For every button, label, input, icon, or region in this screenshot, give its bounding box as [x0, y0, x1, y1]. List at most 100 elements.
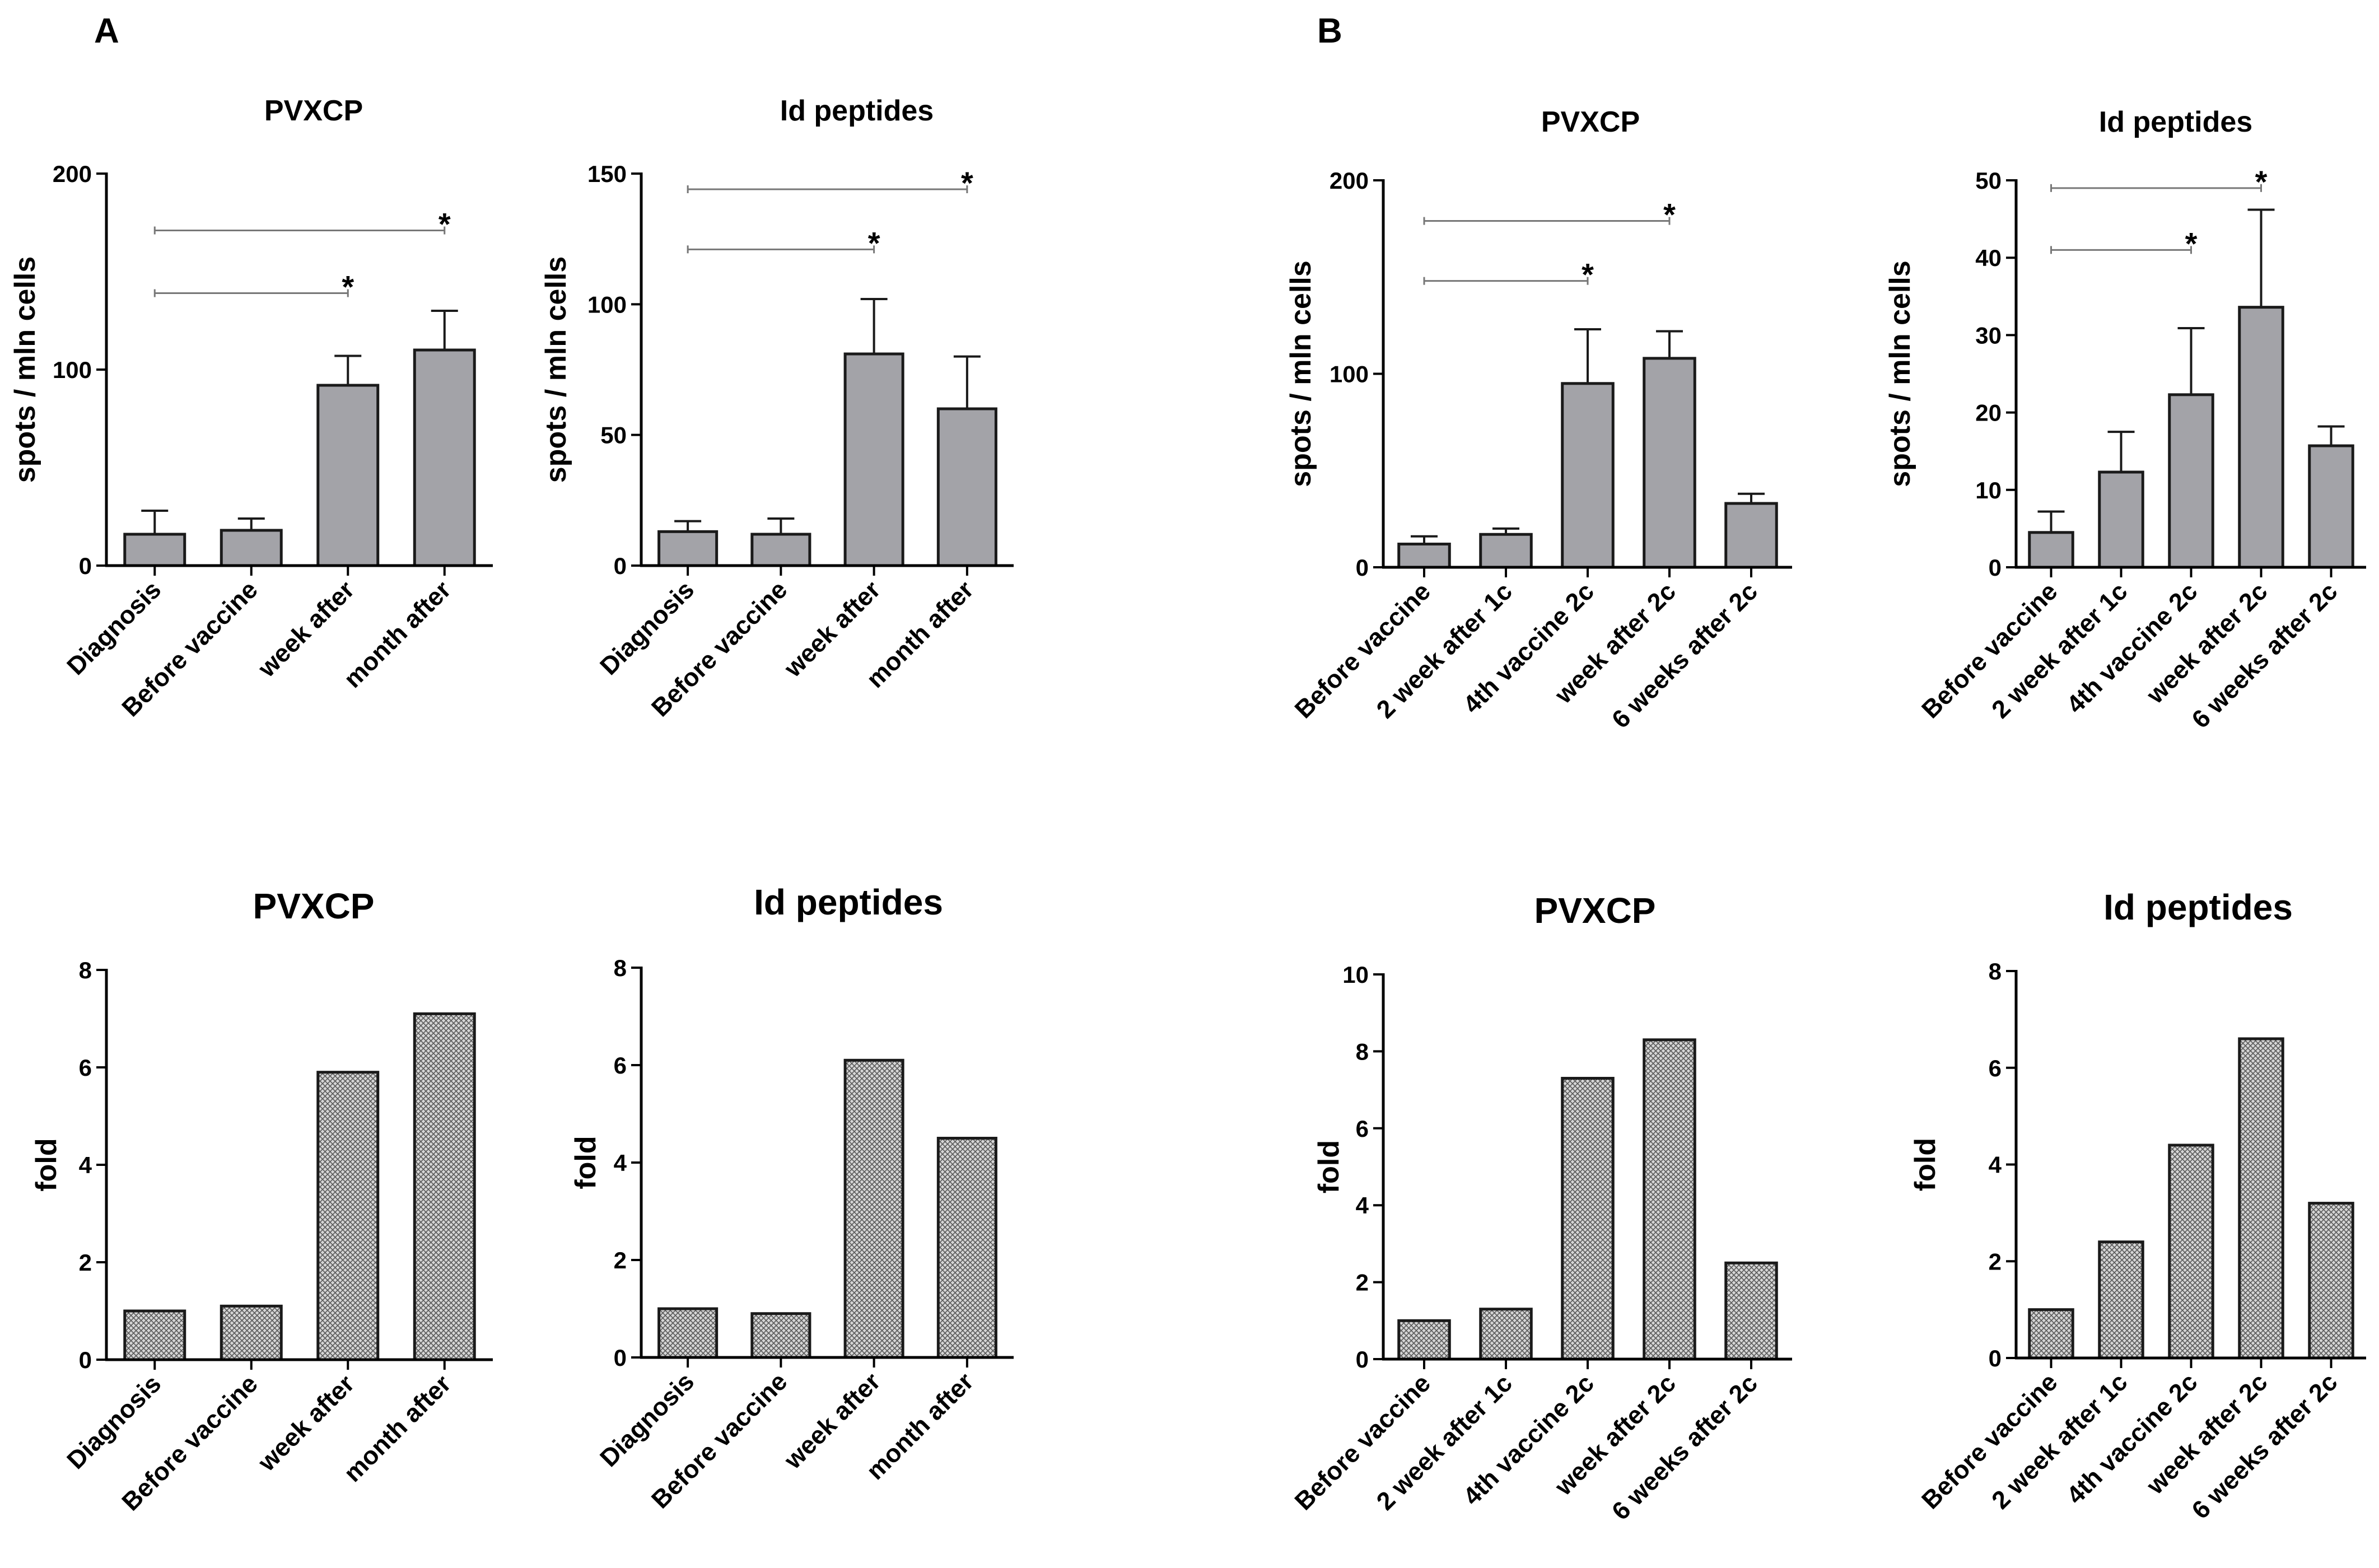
- y-tick-label: 6: [1356, 1116, 1369, 1142]
- chart-title: Id peptides: [754, 882, 943, 922]
- significance-star: *: [1663, 197, 1676, 232]
- bar: [413, 348, 476, 567]
- bar: [2098, 470, 2144, 569]
- significance-star: *: [2255, 164, 2268, 199]
- y-tick-label: 150: [587, 161, 627, 187]
- bar: [2308, 444, 2354, 569]
- y-axis-label: spots / mln cells: [540, 256, 572, 483]
- significance-star: *: [439, 207, 451, 242]
- significance-star: *: [868, 225, 880, 260]
- bar: [1643, 1038, 1696, 1361]
- x-tick-label: week after 2c: [2140, 1368, 2273, 1500]
- x-tick-label: 6 weeks after 2c: [1606, 577, 1763, 734]
- y-tick-label: 8: [1989, 958, 2002, 984]
- bar: [657, 530, 719, 567]
- y-tick-label: 200: [1330, 167, 1369, 194]
- bar: [2238, 1037, 2284, 1360]
- y-tick-label: 8: [79, 957, 92, 983]
- y-tick-label: 4: [614, 1150, 627, 1176]
- chart-b2: Id peptides spots / mln cells * * 0 10 20 30 40 5…: [1884, 106, 2366, 734]
- y-tick-label: 10: [1342, 962, 1369, 988]
- y-tick-label: 4: [79, 1152, 92, 1178]
- bar: [1724, 502, 1778, 569]
- bar: [2028, 531, 2074, 569]
- y-tick-label: 0: [614, 1345, 627, 1371]
- chart-title: PVXCP: [1534, 890, 1656, 931]
- bar: [936, 1137, 997, 1359]
- y-axis-label: spots / mln cells: [9, 256, 41, 483]
- y-tick-label: 6: [614, 1052, 627, 1079]
- y-tick-label: 4: [1989, 1152, 2002, 1178]
- y-tick-label: 4: [1356, 1192, 1369, 1219]
- bar: [1561, 1076, 1615, 1361]
- x-tick-label: Before vaccine: [1289, 1369, 1436, 1515]
- chart-b1: PVXCP spots / mln cells * * 0 100 200 Before va…: [1285, 106, 1792, 734]
- y-tick-label: 20: [1975, 400, 2002, 426]
- x-tick-label: week after: [252, 1369, 360, 1477]
- bar: [843, 352, 904, 567]
- y-tick-label: 8: [1356, 1038, 1369, 1065]
- bar: [1724, 1261, 1778, 1361]
- bar: [936, 407, 997, 567]
- x-tick-label: 2 week after 1c: [1371, 577, 1518, 724]
- bar: [1397, 543, 1451, 569]
- y-tick-label: 100: [587, 291, 627, 318]
- chart-title: Id peptides: [2099, 106, 2252, 138]
- y-tick-label: 0: [1989, 554, 2002, 581]
- bar: [750, 533, 811, 567]
- bar: [2308, 1202, 2354, 1360]
- y-tick-label: 2: [79, 1249, 92, 1276]
- chart-a1: PVXCP spots / mln cells * * 0 100 200 Diagnosis…: [9, 95, 493, 722]
- bar: [2028, 1308, 2074, 1360]
- chart-title: PVXCP: [1541, 106, 1640, 138]
- y-tick-label: 0: [1356, 1346, 1369, 1373]
- bar: [2168, 393, 2214, 569]
- bar: [123, 1309, 186, 1361]
- x-tick-label: Before vaccine: [1289, 577, 1436, 724]
- y-axis-label: spots / mln cells: [1285, 260, 1317, 487]
- bar: [413, 1012, 476, 1361]
- y-tick-label: 100: [1330, 361, 1369, 388]
- y-tick-label: 0: [1989, 1345, 2002, 1371]
- significance-star: *: [342, 269, 354, 305]
- bar: [657, 1307, 719, 1359]
- bar: [123, 533, 186, 567]
- y-tick-label: 0: [79, 1347, 92, 1373]
- y-tick-label: 30: [1975, 322, 2002, 348]
- y-tick-label: 0: [614, 553, 627, 579]
- x-tick-label: week after: [252, 575, 360, 683]
- y-tick-label: 100: [53, 357, 92, 383]
- x-tick-label: 6 weeks after 2c: [1606, 1369, 1763, 1525]
- y-tick-label: 2: [1356, 1270, 1369, 1296]
- y-tick-label: 50: [1975, 167, 2002, 194]
- chart-title: Id peptides: [2103, 887, 2293, 927]
- bar: [1397, 1319, 1451, 1361]
- bar: [1561, 382, 1615, 569]
- bar: [1479, 1308, 1533, 1361]
- bar: [316, 384, 380, 567]
- bar: [220, 529, 283, 567]
- y-tick-label: 0: [1356, 554, 1369, 581]
- y-axis-label: fold: [30, 1138, 63, 1191]
- y-tick-label: 2: [1989, 1248, 2002, 1275]
- y-tick-label: 6: [79, 1054, 92, 1081]
- chart-title: PVXCP: [253, 886, 375, 926]
- y-axis-label: fold: [1909, 1138, 1942, 1191]
- y-tick-label: 50: [600, 422, 627, 449]
- x-tick-label: week after 2c: [2140, 577, 2273, 710]
- significance-star: *: [2185, 226, 2198, 261]
- y-tick-label: 200: [53, 161, 92, 187]
- panel-label-a: A: [94, 12, 119, 50]
- significance-star: *: [1582, 257, 1594, 292]
- y-tick-label: 40: [1975, 245, 2002, 271]
- bar: [843, 1058, 904, 1359]
- bar: [2168, 1144, 2214, 1360]
- bar: [2238, 306, 2284, 569]
